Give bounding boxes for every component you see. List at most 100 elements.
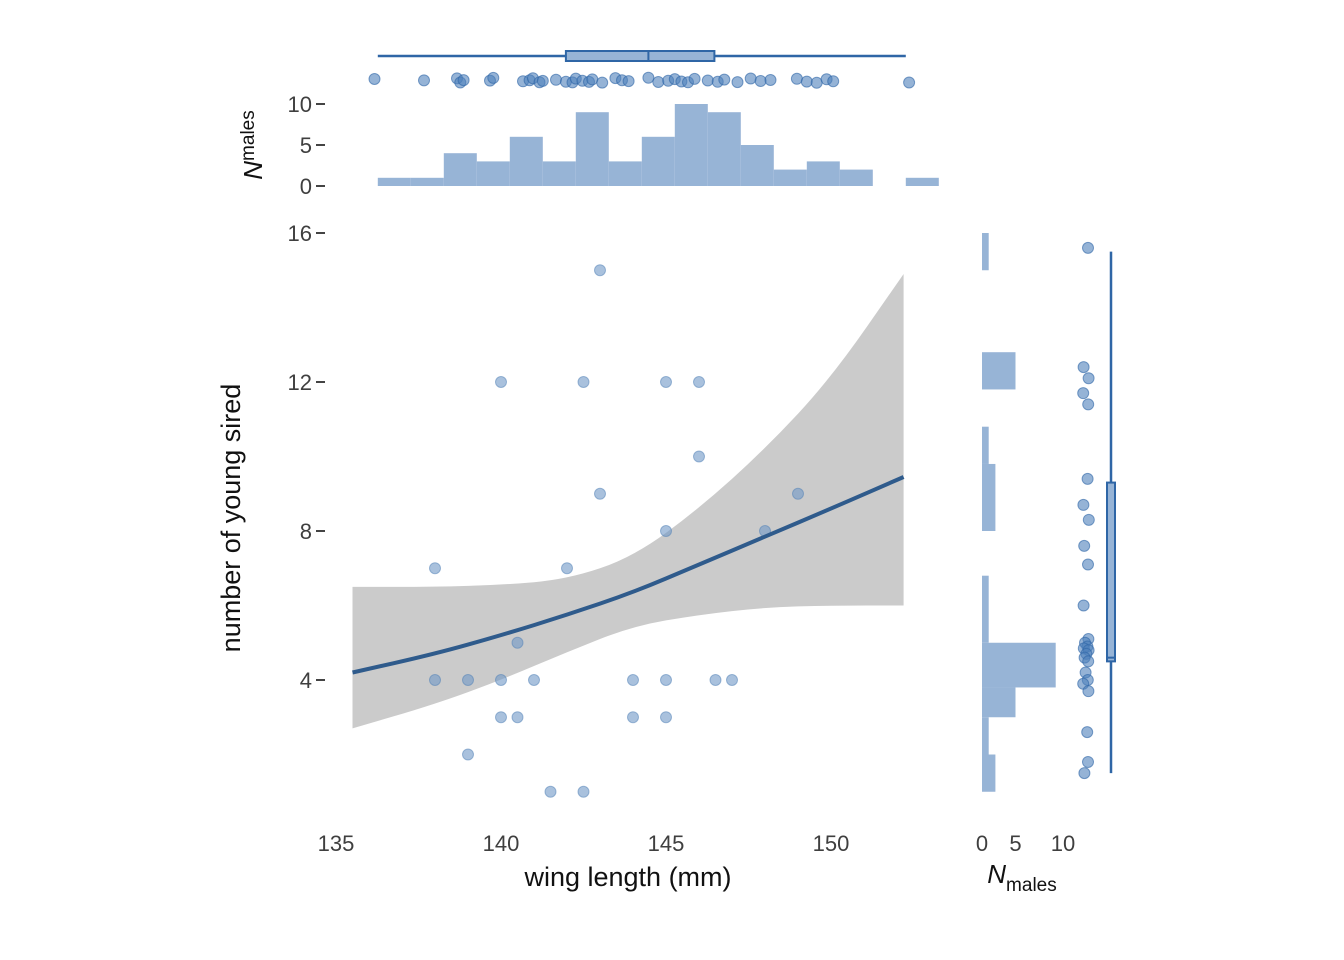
top-histogram-bar [575,112,609,186]
right-jitter-point [1077,599,1090,612]
top-y-axis: 0 5 10 [288,92,325,199]
right-jitter-point [1078,539,1091,552]
main-point [462,748,474,761]
top-histogram-bar [377,177,411,186]
main-point [544,785,557,798]
right-histogram-bar [982,352,1016,390]
right-jitter-points [1077,241,1095,780]
x-tick-label: 135 [318,831,355,856]
top-box [564,50,716,62]
right-x-axis: 0 5 10 [976,831,1075,856]
right-histogram-bar [982,426,989,464]
right-jitter-point [1082,655,1095,668]
top-histogram-bar [905,177,939,186]
top-histogram-bar [641,136,675,186]
right-marginal-panel: 0 5 10 Nmales [976,233,1116,896]
x-tick-label: 145 [648,831,685,856]
top-y-axis-title-sub: males [238,110,259,161]
top-histogram [377,104,939,186]
right-histogram [982,233,1056,792]
main-scatter-panel: 135 140 145 150 4 8 12 16 wing length (mm) num… [216,221,905,892]
top-jitter-point [536,74,549,87]
main-point [429,562,441,575]
y-tick-label: 16 [288,221,312,246]
main-point [594,264,606,277]
top-histogram-bar [806,161,840,186]
main-x-axis: 135 140 145 150 [318,831,850,856]
main-point [511,636,524,649]
top-jitter-point [754,75,767,87]
top-jitter-point [744,72,757,85]
main-points [429,264,804,798]
x-tick-label: 150 [813,831,850,856]
main-point [627,711,639,724]
main-point [792,487,804,500]
top-histogram-bar [476,161,510,186]
top-y-axis-title-main: N [238,161,268,180]
top-jitter-point [586,73,599,86]
right-histogram-bar [982,642,1056,688]
right-jitter-point [1078,767,1091,780]
main-point [462,674,474,686]
right-jitter-point [1082,513,1095,526]
main-point [693,376,705,388]
right-jitter-point [1082,372,1095,385]
right-jitter-point [1082,755,1094,768]
right-histogram-bar [982,717,989,755]
top-jitter-point [903,76,916,89]
main-point [511,711,524,724]
top-jitter-point [718,73,731,86]
x-tick-label: 140 [483,831,520,856]
right-jitter-point [1077,361,1090,374]
top-jitter-point [701,74,714,87]
right-x-tick-label: 5 [1009,831,1021,856]
top-jitter-point [790,72,803,85]
top-histogram-bar [410,177,444,186]
top-y-tick-label: 10 [288,92,312,117]
right-histogram-bar [982,575,989,643]
right-jitter-point [1082,685,1095,698]
main-point [577,376,590,388]
main-point [660,376,672,388]
top-jitter-point [652,76,665,88]
main-point [660,525,672,537]
top-marginal-panel: 0 5 10 Nmales [238,50,939,199]
main-point [495,376,507,388]
right-jitter-point [1082,398,1095,411]
top-jitter-point [642,71,655,84]
x-axis-title: wing length (mm) [523,862,731,892]
main-point [693,450,705,463]
top-histogram-bar [509,136,543,186]
confidence-band [352,274,904,729]
fit-line [352,475,905,675]
top-y-axis-title: Nmales [238,110,268,179]
top-y-tick-label: 5 [300,133,312,158]
right-x-axis-title-main: N [987,859,1006,889]
y-tick-label: 8 [300,519,312,544]
right-x-axis-title-sub: males [1006,875,1057,896]
right-jitter-point [1081,726,1094,739]
main-point [709,674,722,686]
right-histogram-bar [982,463,996,531]
right-histogram-bar [982,687,1016,718]
top-jitter-point [550,73,562,86]
main-point [594,487,606,500]
top-histogram-bar [740,145,774,186]
right-boxplot [1106,251,1116,774]
right-x-tick-label: 10 [1051,831,1075,856]
main-point [577,785,590,798]
main-point [495,674,507,686]
right-x-axis-title: Nmales [987,859,1056,896]
right-jitter-point [1082,558,1094,571]
y-tick-label: 4 [300,668,312,693]
right-histogram-bar [982,233,989,271]
top-histogram-bar [542,161,576,186]
right-histogram-bar [982,754,996,792]
y-axis-title: number of young sired [216,384,246,653]
main-point [561,562,573,575]
main-point [627,674,639,686]
top-jitter-point [827,75,840,88]
top-jitter-point [596,76,609,89]
top-jitter-point [764,74,777,86]
